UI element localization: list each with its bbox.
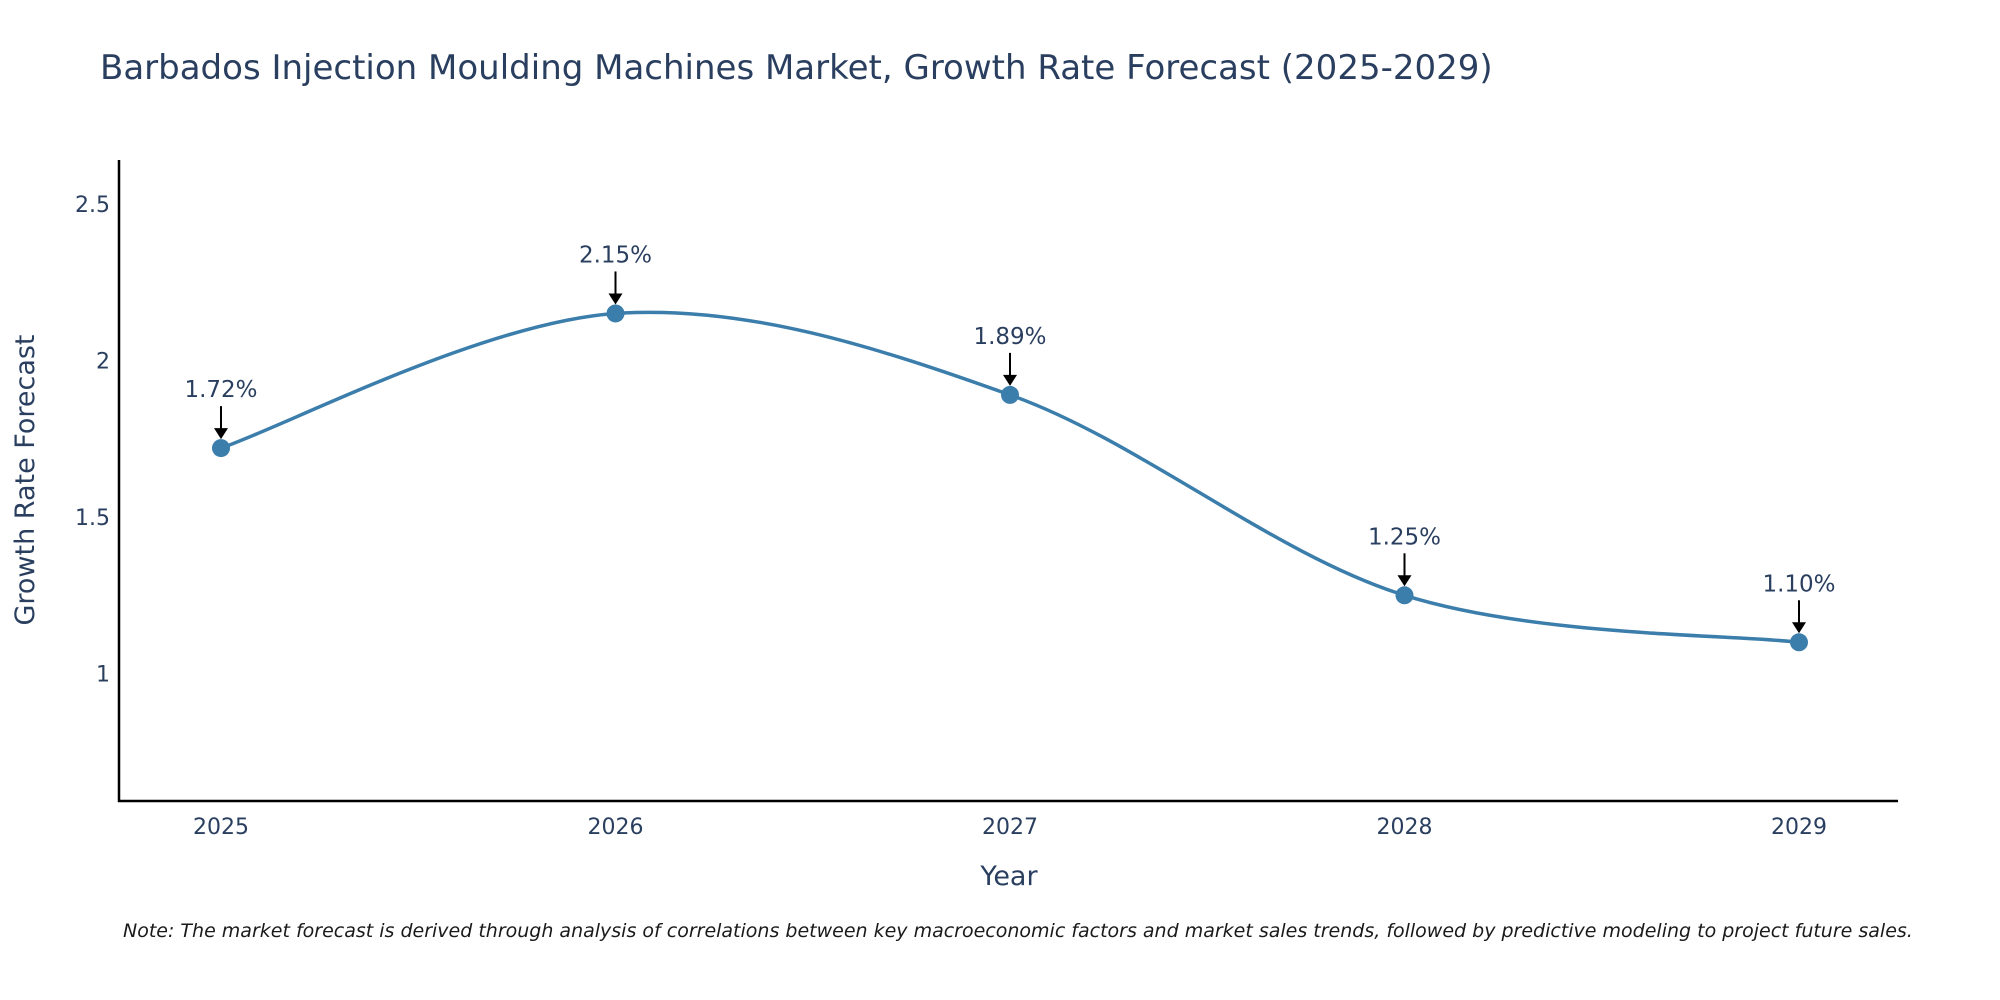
data-label: 1.72% <box>184 377 257 403</box>
data-label: 1.89% <box>973 324 1046 350</box>
x-tick-label: 2029 <box>1771 815 1827 840</box>
y-tick-labels: 1 1.5 2 2.5 <box>75 193 110 688</box>
x-tick-labels: 2025 2026 2027 2028 2029 <box>193 815 1827 840</box>
data-label: 2.15% <box>579 242 652 268</box>
data-markers <box>212 304 1808 652</box>
data-point <box>1395 586 1414 605</box>
x-axis-title: Year <box>979 861 1038 892</box>
x-tick-label: 2028 <box>1377 815 1433 840</box>
data-label: 1.25% <box>1368 524 1441 550</box>
y-axis-title: Growth Rate Forecast <box>10 334 41 625</box>
data-point <box>1790 633 1808 652</box>
annotation-arrowhead <box>608 293 623 305</box>
annotation-arrowhead <box>1397 575 1412 587</box>
annotation-arrowhead <box>1003 374 1017 386</box>
data-point <box>212 439 230 458</box>
annotation-arrowhead <box>214 428 228 440</box>
data-point <box>606 304 625 323</box>
y-tick-label: 1 <box>96 663 110 688</box>
axes <box>117 160 1898 803</box>
x-tick-label: 2025 <box>193 815 249 840</box>
y-tick-label: 1.5 <box>75 506 110 531</box>
x-tick-label: 2026 <box>588 815 644 840</box>
y-tick-label: 2 <box>96 349 110 374</box>
data-label: 1.10% <box>1762 571 1835 597</box>
annotation-arrowhead <box>1792 622 1806 634</box>
chart-title: Barbados Injection Moulding Machines Mar… <box>100 48 1493 88</box>
chart-note: Note: The market forecast is derived thr… <box>123 920 1913 942</box>
data-point <box>1001 385 1019 404</box>
x-tick-label: 2027 <box>982 815 1038 840</box>
data-annotations: 1.72% 2.15% 1.89% 1.25% 1.10% <box>184 242 1836 634</box>
y-tick-label: 2.5 <box>75 193 110 218</box>
